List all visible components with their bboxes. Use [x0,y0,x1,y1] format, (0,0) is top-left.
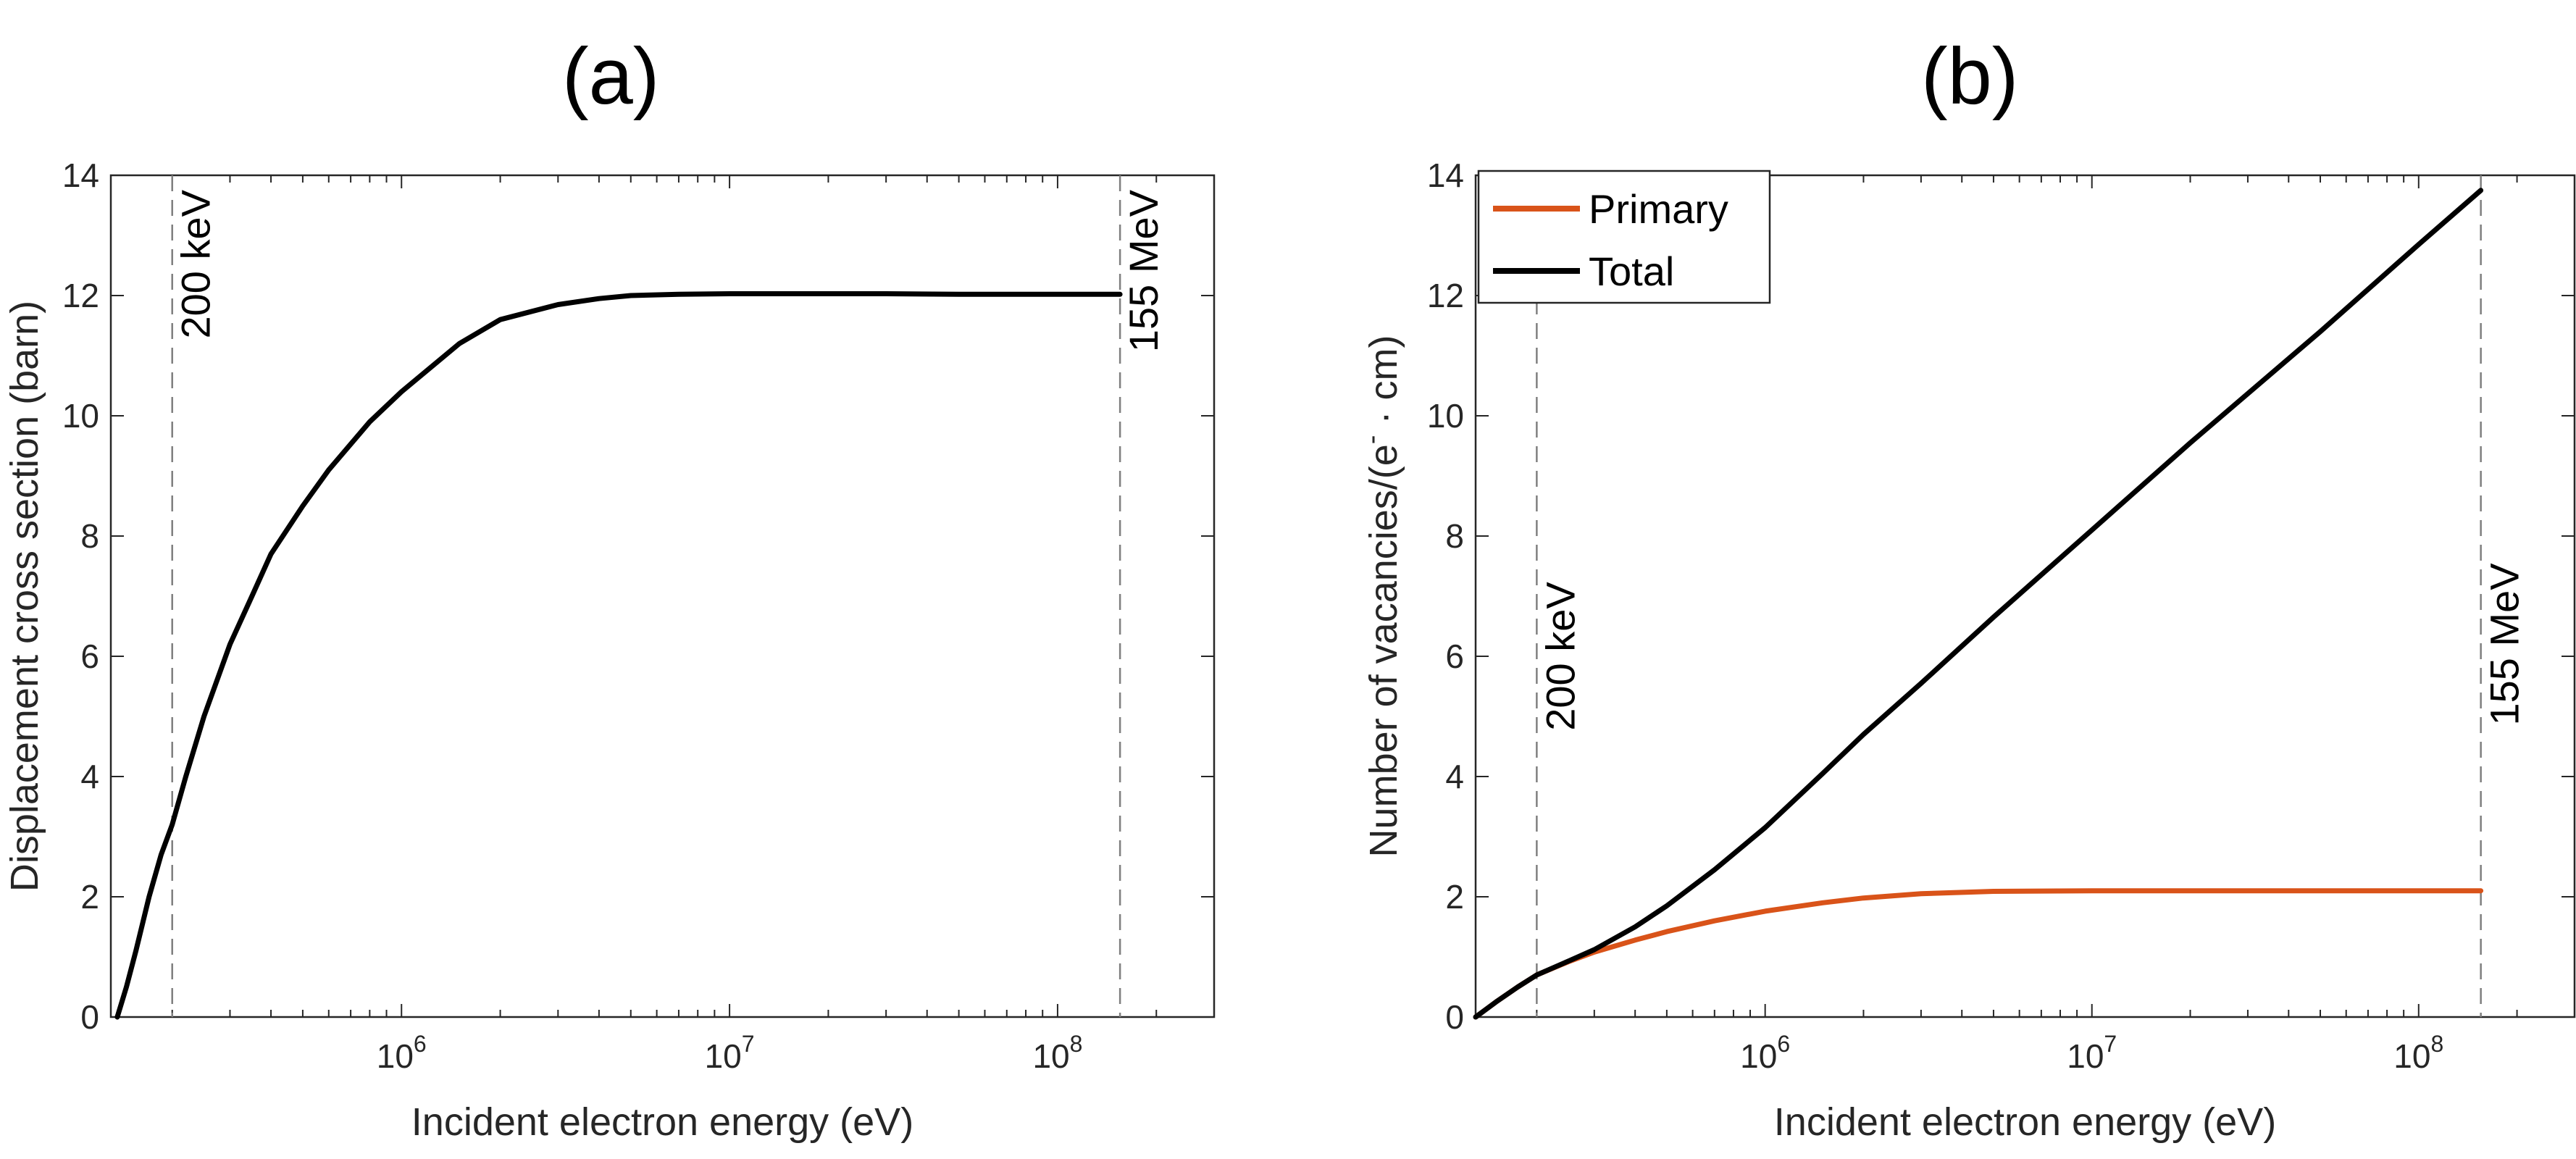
panel-b-reference-label: 155 MeV [2482,563,2527,726]
panel-a-y-tick-label: 2 [80,878,99,916]
panel-b-legend-label-total: Total [1589,248,1674,294]
panel-b-y-tick-label: 2 [1445,878,1464,916]
panel-a-reference-label: 200 keV [173,189,219,338]
panel-b-x-tick-label: 107 [2067,1031,2117,1075]
panel-a-y-tick-label: 6 [80,637,99,675]
panel-a-reference-label: 155 MeV [1121,189,1166,352]
panel-a-x-tick-label: 107 [705,1031,755,1075]
panel-a-y-tick-label: 8 [80,517,99,555]
panel-b-y-tick-label: 6 [1445,637,1464,675]
panel-b-axes-box [1474,174,2576,1018]
panel-a-series-cross-section [114,291,1123,1020]
panel-b-x-tick-label: 108 [2393,1031,2443,1075]
panel-b-x-tick-label: 106 [1740,1031,1790,1075]
panel-a-plot: 0 2 4 6 8 10 12 14 106 107 108 200 keV 155 MeV Incide… [3,156,1216,1144]
panel-a-y-tick-label: 4 [80,758,99,795]
panel-b-series-total [1473,188,2484,1020]
panel-b-legend-label-primary: Primary [1589,186,1728,232]
panel-b-legend: Primary Total [1477,170,1771,304]
panel-a-y-tick-label: 14 [62,156,99,194]
panel-b-y-axis-label: Number of vacancies/(e- · cm) [1357,335,1405,858]
panel-b-legend-box [1477,170,1771,304]
panel-b-reference-label: 200 keV [1537,582,1583,731]
panel-a-axes-box [109,174,1216,1018]
panel-b-plot: 0 2 4 6 8 10 12 14 106 107 108 200 keV 155 MeV Incide… [1357,156,2576,1144]
panel-a-y-axis-label: Displacement cross section (barn) [3,301,46,892]
panel-b-y-tick-label: 14 [1427,156,1464,194]
panel-b-y-tick-label: 10 [1427,397,1464,435]
panel-a-x-tick-label: 106 [377,1031,427,1075]
panel-b-y-tick-label: 12 [1427,277,1464,314]
panel-b-x-axis-label: Incident electron energy (eV) [1774,1100,2276,1144]
panel-a-y-tick-label: 10 [62,397,99,435]
panel-b-y-tick-label: 0 [1445,998,1464,1036]
panel-a-x-tick-label: 108 [1032,1031,1082,1075]
panel-a-y-tick-label: 12 [62,277,99,314]
panel-a-title: (a) [562,32,660,121]
panel-b-y-tick-label: 4 [1445,758,1464,795]
panel-a-x-axis-label: Incident electron energy (eV) [411,1100,913,1144]
panel-b-y-tick-label: 8 [1445,517,1464,555]
panel-b-title: (b) [1921,32,2019,121]
panel-b-series-primary [1473,888,2484,1020]
panel-a-y-tick-label: 0 [80,998,99,1036]
